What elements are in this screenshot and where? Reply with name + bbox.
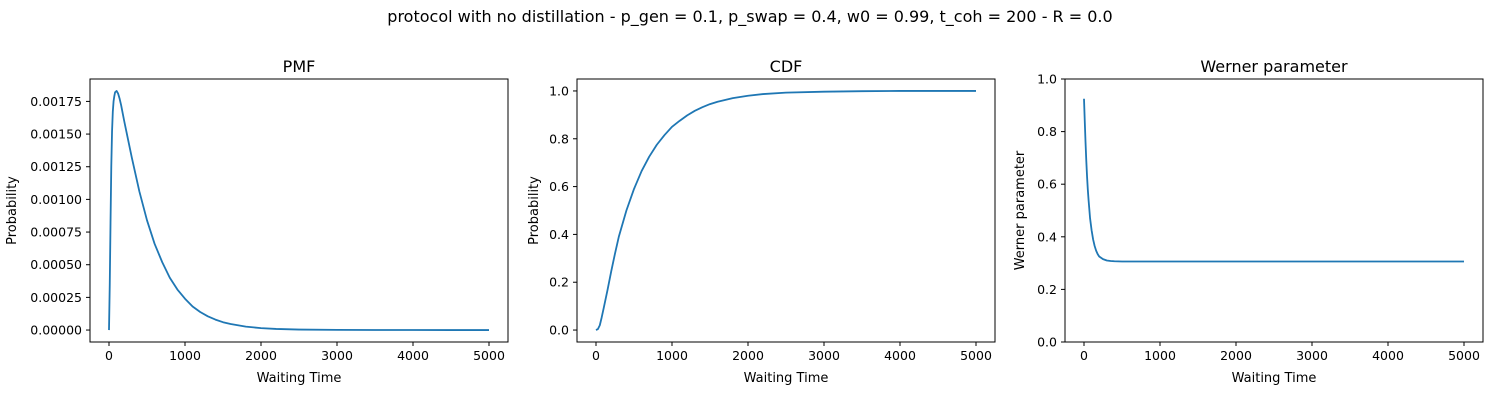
y-tick-label: 0.00075 (30, 225, 82, 240)
y-axis-label: Werner parameter (1013, 150, 1028, 270)
x-tick-label: 3000 (1296, 348, 1328, 363)
subplot-title: PMF (283, 57, 316, 76)
axes-frame (89, 78, 509, 343)
y-tick-label: 0.00100 (30, 192, 82, 207)
x-tick-label: 2000 (245, 348, 277, 363)
y-tick-label: 0.00175 (30, 94, 82, 109)
figure-title: protocol with no distillation - p_gen = … (387, 7, 1112, 27)
x-tick-label: 3000 (321, 348, 353, 363)
x-tick-label: 3000 (808, 348, 840, 363)
subplot-werner: Werner parameter 0 1000 2000 3000 4000 5000 0.0… (1013, 57, 1484, 386)
x-tick-label: 5000 (1448, 348, 1480, 363)
y-tick-label: 0.2 (549, 275, 569, 290)
y-tick-label: 0.6 (549, 179, 569, 194)
y-tick-label: 0.0 (1037, 335, 1057, 350)
y-tick-label: 0.2 (1037, 282, 1057, 297)
y-tick-label: 0.8 (1037, 124, 1057, 139)
y-tick-label: 1.0 (1037, 72, 1057, 87)
series-line-pmf (108, 90, 489, 331)
y-tick-label: 0.4 (549, 227, 569, 242)
subplot-title: Werner parameter (1200, 57, 1348, 76)
y-tick-label: 0.00025 (30, 290, 82, 305)
x-tick-label: 1000 (1144, 348, 1176, 363)
y-tick-label: 1.0 (549, 83, 569, 98)
axes-frame (1064, 78, 1484, 343)
x-tick-label: 5000 (473, 348, 505, 363)
y-tick-label: 0.00050 (30, 257, 82, 272)
y-tick-label: 0.00000 (30, 323, 82, 338)
axes-frame (576, 78, 996, 343)
y-axis-label: Probability (527, 176, 542, 245)
series-line-werner (1083, 98, 1464, 263)
x-tick-label: 0 (105, 348, 113, 363)
y-tick-label: 0.6 (1037, 177, 1057, 192)
x-tick-label: 0 (592, 348, 600, 363)
y-tick-label: 0.00150 (30, 127, 82, 142)
x-tick-label: 2000 (732, 348, 764, 363)
x-tick-label: 1000 (169, 348, 201, 363)
x-tick-label: 0 (1080, 348, 1088, 363)
x-tick-label: 1000 (656, 348, 688, 363)
y-axis-label: Probability (5, 176, 20, 245)
x-axis-label: Waiting Time (257, 371, 342, 386)
x-tick-label: 4000 (1372, 348, 1404, 363)
y-tick-label: 0.8 (549, 131, 569, 146)
series-line-cdf (595, 90, 976, 331)
x-tick-label: 2000 (1220, 348, 1252, 363)
x-tick-label: 4000 (397, 348, 429, 363)
x-axis-label: Waiting Time (1232, 371, 1317, 386)
y-tick-label: 0.4 (1037, 229, 1057, 244)
subplot-title: CDF (770, 57, 803, 76)
x-axis-label: Waiting Time (744, 371, 829, 386)
y-tick-label: 0.00125 (30, 159, 82, 174)
y-tick-label: 0.0 (549, 323, 569, 338)
subplot-pmf: PMF 0 1000 2000 3000 4000 5000 0.00000 0.00025 0.… (5, 57, 509, 386)
x-tick-label: 4000 (884, 348, 916, 363)
x-tick-label: 5000 (960, 348, 992, 363)
subplots: PMF 0 1000 2000 3000 4000 5000 0.00000 0.00025 0.… (5, 57, 1484, 386)
subplot-cdf: CDF 0 1000 2000 3000 4000 5000 0.0 0.2 0.4 0.6 0.8 1… (527, 57, 996, 386)
